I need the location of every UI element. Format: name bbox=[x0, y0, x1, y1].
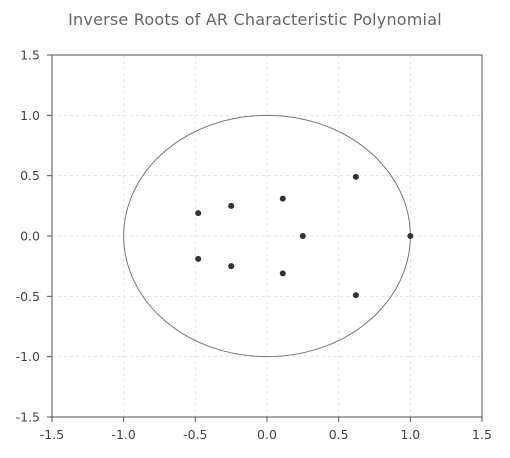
x-tick-label: -0.5 bbox=[183, 427, 207, 442]
x-tick-label: 0.0 bbox=[257, 427, 277, 442]
root-point bbox=[279, 270, 286, 277]
axes: -1.5 -1.0 -0.5 0.0 0.5 1.0 1.5 1.5 1.0 0.5 0.0 -0.5… bbox=[16, 48, 492, 443]
root-point bbox=[279, 195, 286, 202]
y-tick-label: -1.0 bbox=[16, 349, 40, 364]
x-tick-label: -1.5 bbox=[40, 427, 64, 442]
root-point bbox=[352, 292, 359, 299]
y-tick-label: 1.0 bbox=[20, 108, 40, 123]
root-point bbox=[195, 210, 202, 217]
root-point bbox=[299, 233, 306, 239]
root-point bbox=[407, 233, 414, 239]
y-tick-label: 1.5 bbox=[20, 48, 40, 63]
x-tick-label: 0.5 bbox=[329, 427, 349, 442]
y-tick-label: 0.5 bbox=[20, 168, 40, 183]
x-tick-label: -1.0 bbox=[111, 427, 135, 442]
root-point bbox=[195, 255, 202, 262]
grid bbox=[52, 55, 482, 417]
x-tick-label: 1.0 bbox=[400, 427, 420, 442]
root-points bbox=[195, 173, 414, 299]
y-tick-label: 0.0 bbox=[20, 229, 40, 244]
chart-title: Inverse Roots of AR Characteristic Polyn… bbox=[68, 10, 442, 29]
root-point bbox=[352, 173, 359, 180]
root-point bbox=[228, 263, 235, 270]
root-point bbox=[228, 202, 235, 209]
y-tick-label: -1.5 bbox=[16, 410, 40, 425]
x-tick-label: 1.5 bbox=[472, 427, 492, 442]
y-tick-label: -0.5 bbox=[16, 289, 40, 304]
